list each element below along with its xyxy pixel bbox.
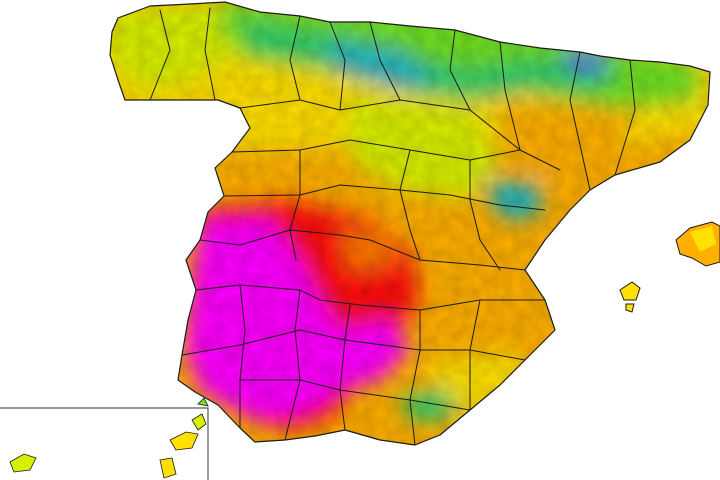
canary-islands-inset (0, 397, 209, 480)
province-borders (109, 1, 711, 446)
balearic-islands (619, 221, 720, 313)
